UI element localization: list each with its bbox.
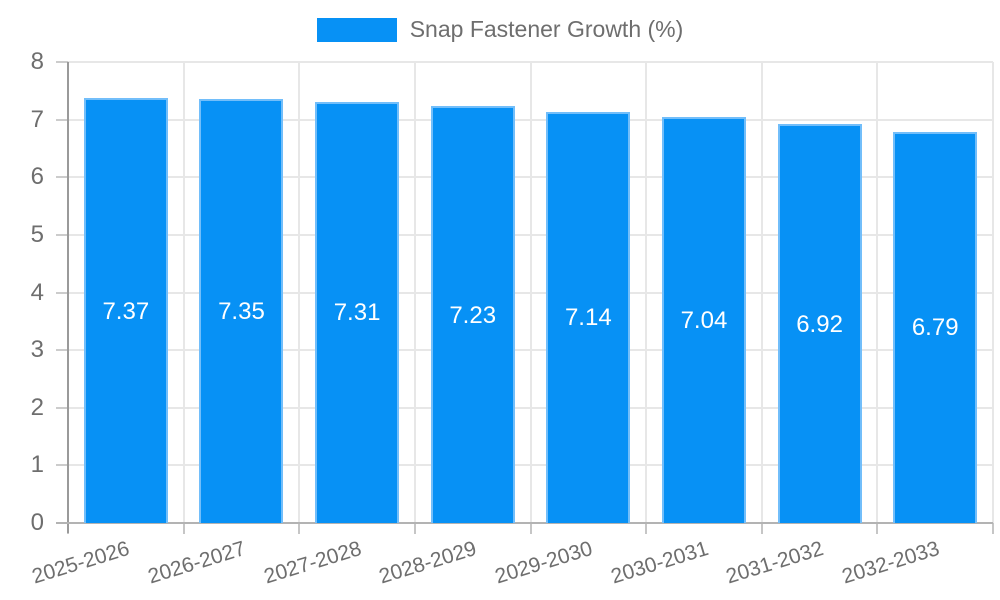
bar-value-label: 6.79 <box>911 314 959 342</box>
bar[interactable]: 7.23 <box>430 106 515 523</box>
y-axis-tick-label: 1 <box>30 451 44 479</box>
x-axis-tick-label: 2026-2027 <box>145 537 249 589</box>
x-axis-tick-label: 2028-2029 <box>376 537 480 589</box>
bar[interactable]: 7.37 <box>83 98 168 523</box>
y-tick-mark <box>56 61 68 63</box>
y-tick-mark <box>56 291 68 294</box>
chart-legend[interactable]: Snap Fastener Growth (%) <box>0 16 1000 43</box>
y-tick-mark <box>56 176 68 179</box>
x-tick-mark <box>760 523 763 534</box>
y-axis-line <box>67 62 69 533</box>
bar[interactable]: 7.35 <box>199 99 284 523</box>
legend-swatch-icon <box>316 17 397 42</box>
bar-value-label: 7.04 <box>680 307 728 335</box>
gridline-vertical <box>876 62 879 523</box>
gridline-vertical <box>992 62 994 523</box>
gridline-vertical <box>298 62 301 523</box>
bar-value-label: 7.31 <box>333 299 381 327</box>
bar-value-label: 7.35 <box>218 298 265 326</box>
bar-value-label: 7.23 <box>449 301 497 329</box>
bar[interactable]: 7.14 <box>546 111 631 523</box>
y-axis-tick-label: 5 <box>30 220 44 248</box>
x-axis-tick-label: 2027-2028 <box>261 537 364 589</box>
legend-label: Snap Fastener Growth (%) <box>409 16 684 42</box>
gridline-vertical <box>182 62 185 523</box>
y-axis-tick-label: 8 <box>30 48 44 75</box>
y-axis-tick-label: 3 <box>30 336 44 364</box>
y-axis-tick-label: 2 <box>30 393 44 421</box>
y-tick-mark <box>56 406 68 409</box>
bar[interactable]: 7.04 <box>661 117 746 523</box>
x-tick-mark <box>645 523 648 534</box>
gridline-vertical <box>760 62 763 523</box>
gridline-vertical <box>413 62 416 523</box>
y-tick-mark <box>56 464 68 467</box>
x-axis-tick-label: 2030-2031 <box>607 537 711 589</box>
x-axis-tick-label: 2031-2032 <box>723 537 827 589</box>
x-axis-line <box>56 522 993 524</box>
y-axis-tick-label: 0 <box>30 509 44 536</box>
x-tick-mark <box>413 523 416 534</box>
x-tick-mark <box>992 523 994 534</box>
x-tick-mark <box>182 523 185 534</box>
bar-value-label: 6.92 <box>796 310 843 338</box>
x-tick-mark <box>298 523 301 534</box>
y-tick-mark <box>56 349 68 352</box>
x-tick-mark <box>529 523 532 534</box>
plot-area: 7.37 7.35 7.31 7.23 7.14 7.04 6.92 6.79 0 1 2 3 4 5 6… <box>30 50 994 588</box>
bar[interactable]: 6.92 <box>777 124 862 523</box>
y-tick-mark <box>56 118 68 121</box>
bar-value-label: 7.14 <box>564 304 612 332</box>
y-tick-mark <box>56 233 68 236</box>
x-tick-mark <box>876 523 879 534</box>
y-axis-tick-label: 4 <box>30 278 44 306</box>
x-axis-tick-label: 2025-2026 <box>29 537 133 589</box>
bar[interactable]: 7.31 <box>315 101 400 523</box>
bar-value-label: 7.37 <box>102 297 150 325</box>
bar[interactable]: 6.79 <box>893 131 978 523</box>
gridline-vertical <box>645 62 648 523</box>
y-axis-tick-label: 7 <box>30 105 44 133</box>
x-axis-tick-label: 2032-2033 <box>839 537 942 589</box>
gridline-vertical <box>529 62 532 523</box>
y-axis-tick-label: 6 <box>30 163 44 191</box>
x-axis-tick-label: 2029-2030 <box>492 537 596 589</box>
